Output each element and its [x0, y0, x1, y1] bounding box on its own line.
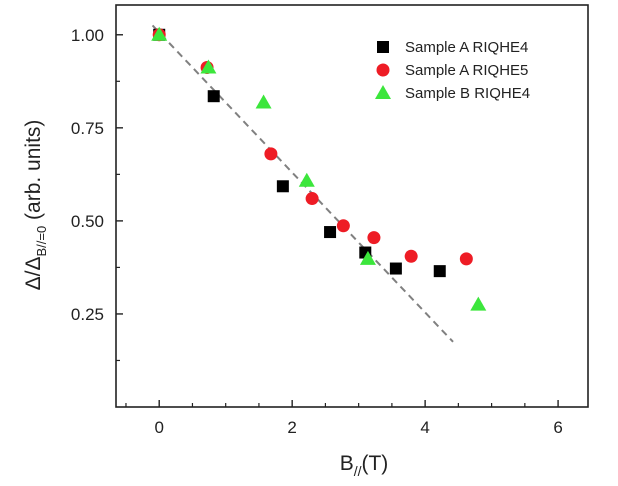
legend: Sample A RIQHE4 Sample A RIQHE5 Sample B R…	[375, 39, 530, 102]
point-sample-a-riqhe4	[390, 263, 402, 275]
x-tick-label: 0	[154, 418, 163, 437]
x-tick-label: 4	[420, 418, 429, 437]
x-tick-label: 2	[287, 418, 296, 437]
point-sample-a-riqhe5	[306, 192, 319, 205]
point-sample-a-riqhe4	[208, 90, 220, 102]
legend-marker	[377, 64, 390, 77]
point-sample-b-riqhe4	[470, 297, 486, 311]
legend-label: Sample A RIQHE4	[405, 39, 528, 56]
point-sample-a-riqhe4	[324, 226, 336, 238]
y-tick-label: 1.00	[71, 26, 104, 45]
point-sample-a-riqhe5	[460, 252, 473, 265]
point-sample-a-riqhe5	[367, 231, 380, 244]
point-sample-b-riqhe4	[256, 95, 272, 109]
legend-label: Sample A RIQHE5	[405, 62, 528, 79]
y-axis-title: Δ/ΔB//=0 (arb. units)	[22, 120, 49, 291]
legend-label: Sample B RIQHE4	[405, 85, 530, 102]
axis-titles: B//(T) Δ/ΔB//=0 (arb. units)	[22, 120, 388, 479]
point-sample-b-riqhe4	[299, 173, 315, 187]
point-sample-a-riqhe4	[434, 265, 446, 277]
point-sample-a-riqhe5	[337, 219, 350, 232]
y-tick-label: 0.25	[71, 305, 104, 324]
x-tick-label: 6	[553, 418, 562, 437]
point-sample-a-riqhe4	[277, 180, 289, 192]
y-tick-label: 0.50	[71, 212, 104, 231]
point-sample-a-riqhe5	[264, 147, 277, 160]
x-axis-title: B//(T)	[340, 452, 389, 479]
legend-marker	[375, 85, 391, 99]
point-sample-a-riqhe5	[405, 250, 418, 263]
y-tick-label: 0.75	[71, 119, 104, 138]
legend-marker	[377, 41, 389, 53]
